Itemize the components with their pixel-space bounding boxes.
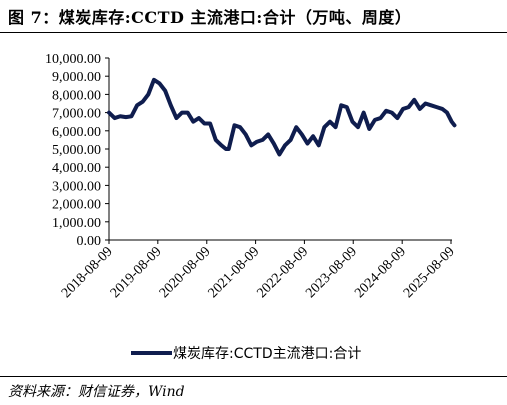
y-tick-label: 0.00 [77, 234, 102, 249]
bottom-divider [0, 376, 507, 377]
line-chart: 0.00 1,000.00 2,000.00 3,000.00 4,000.00 5,00… [45, 52, 458, 362]
source-note: 资料来源：财信证券，Wind [8, 384, 185, 400]
y-tick-label: 6,000.00 [52, 125, 101, 140]
y-tick-label: 7,000.00 [52, 107, 101, 122]
x-tick-label: 2020-08-09 [157, 244, 214, 301]
y-tick-label: 10,000.00 [45, 52, 101, 67]
x-tick-label: 2019-08-09 [108, 244, 165, 301]
x-tick-label: 2025-08-09 [401, 244, 458, 301]
y-tick-label: 1,000.00 [52, 216, 101, 231]
x-axis: 2018-08-092019-08-092020-08-092021-08-09… [59, 239, 458, 301]
y-tick-label: 2,000.00 [52, 198, 101, 213]
series-line-0 [107, 77, 457, 157]
series-layer [107, 77, 457, 157]
y-axis: 0.00 1,000.00 2,000.00 3,000.00 4,000.00 5,00… [45, 52, 110, 249]
x-tick-label: 2021-08-09 [206, 244, 263, 301]
legend: 煤炭库存:CCTD主流港口:合计 [131, 346, 361, 362]
page-title: 图 7：煤炭库存:CCTD 主流港口:合计（万吨、周度） [8, 8, 412, 27]
y-tick-label: 5,000.00 [52, 143, 101, 158]
top-divider [0, 32, 507, 33]
x-tick-label: 2023-08-09 [303, 244, 360, 301]
y-tick-label: 8,000.00 [52, 88, 101, 103]
y-tick-label: 3,000.00 [52, 179, 101, 194]
legend-label: 煤炭库存:CCTD主流港口:合计 [173, 346, 361, 362]
y-tick-label: 4,000.00 [52, 161, 101, 176]
x-tick-label: 2022-08-09 [254, 244, 311, 301]
x-tick-label: 2024-08-09 [352, 244, 409, 301]
y-tick-label: 9,000.00 [52, 70, 101, 85]
x-tick-label: 2018-08-09 [59, 244, 116, 301]
